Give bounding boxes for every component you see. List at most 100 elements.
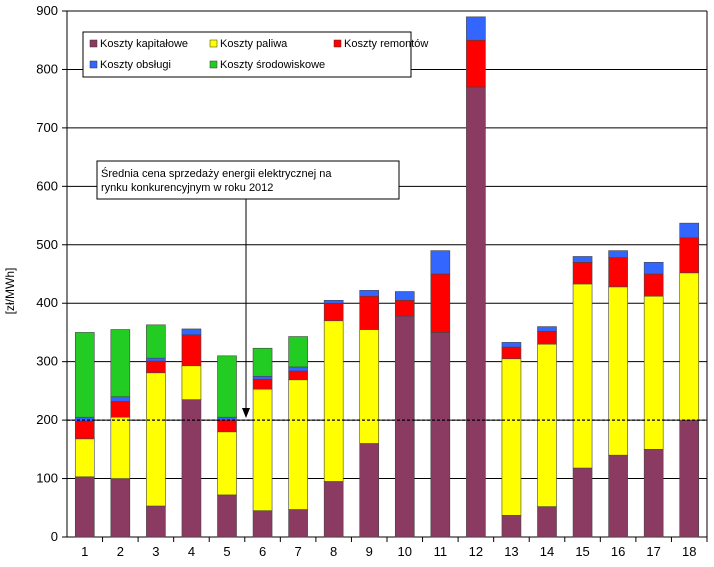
- y-tick-label: 600: [36, 178, 58, 193]
- bar-segment: [146, 505, 166, 538]
- x-tick-label: 4: [188, 544, 195, 559]
- bar-segment: [217, 419, 237, 433]
- bar-segment: [110, 401, 131, 418]
- bar-segment: [288, 336, 308, 368]
- bar-segment: [323, 302, 344, 322]
- bar-segment: [537, 343, 557, 507]
- x-tick-label: 8: [330, 544, 337, 559]
- legend-box: [82, 31, 412, 78]
- x-tick-label: 16: [611, 544, 625, 559]
- legend-swatch: [89, 39, 98, 48]
- bar-segment: [501, 346, 522, 360]
- y-tick-label: 700: [36, 120, 58, 135]
- y-tick-label: 0: [51, 529, 58, 544]
- y-tick-label: 100: [36, 471, 58, 486]
- legend-label: Koszty remontów: [344, 38, 428, 50]
- bar-segment: [252, 378, 273, 390]
- bar-segment: [466, 39, 486, 88]
- x-tick-label: 12: [469, 544, 483, 559]
- bar-segment: [288, 370, 308, 381]
- x-tick-label: 10: [398, 544, 412, 559]
- bar-segment: [430, 250, 451, 275]
- bar-segment: [608, 257, 628, 288]
- bar-segment: [608, 250, 628, 258]
- bar-segment: [288, 366, 308, 372]
- bar-segment: [572, 283, 593, 469]
- bar-segment: [323, 481, 344, 538]
- bar-segment: [217, 431, 237, 496]
- bar-segment: [359, 295, 380, 330]
- bar-segment: [430, 332, 451, 538]
- bar-segment: [643, 273, 664, 297]
- bar-segment: [572, 256, 593, 263]
- annotation-text: Średnia cena sprzedaży energii elektrycz…: [101, 167, 332, 180]
- bar-segment: [110, 416, 131, 479]
- bar-segment: [146, 357, 166, 362]
- bar-segment: [572, 467, 593, 538]
- bar-segment: [608, 286, 628, 456]
- legend-label: Koszty paliwa: [220, 38, 288, 50]
- annotation-box: [96, 160, 400, 200]
- bar-segment: [394, 315, 415, 538]
- y-axis-label: [zł/MWh]: [3, 268, 17, 315]
- bar-segment: [643, 449, 664, 538]
- x-tick-label: 14: [540, 544, 554, 559]
- bar-segment: [217, 494, 237, 538]
- bar-segment: [217, 355, 237, 418]
- bar-segment: [74, 420, 95, 440]
- y-tick-label: 300: [36, 354, 58, 369]
- x-tick-label: 1: [81, 544, 88, 559]
- x-tick-label: 3: [152, 544, 159, 559]
- bar-segment: [466, 16, 486, 41]
- bar-segment: [252, 388, 273, 512]
- y-tick-label: 500: [36, 237, 58, 252]
- bar-segment: [146, 360, 166, 374]
- legend-label: Koszty środowiskowe: [220, 59, 325, 71]
- y-tick-label: 200: [36, 412, 58, 427]
- y-tick-label: 800: [36, 61, 58, 76]
- bar-segment: [679, 222, 700, 239]
- bar-segment: [501, 515, 522, 538]
- legend-swatch: [209, 60, 218, 69]
- x-tick-label: 5: [223, 544, 230, 559]
- annotation-text: rynku konkurencyjnym w roku 2012: [101, 182, 273, 194]
- bar-segment: [252, 375, 273, 380]
- bar-segment: [110, 478, 131, 538]
- bar-segment: [643, 262, 664, 275]
- bar-segment: [74, 438, 95, 478]
- bar-segment: [323, 299, 344, 304]
- bar-segment: [537, 330, 557, 345]
- bar-segment: [181, 365, 202, 400]
- bar-segment: [323, 320, 344, 482]
- bar-segment: [679, 237, 700, 274]
- bar-segment: [110, 396, 131, 402]
- bar-segment: [466, 86, 486, 538]
- bar-segment: [146, 324, 166, 359]
- bar-segment: [74, 476, 95, 538]
- x-tick-label: 9: [366, 544, 373, 559]
- y-tick-label: 900: [36, 3, 58, 18]
- bar-segment: [537, 326, 557, 332]
- bar-segment: [679, 272, 700, 421]
- legend-swatch: [209, 39, 218, 48]
- x-tick-label: 15: [575, 544, 589, 559]
- bar-segment: [252, 510, 273, 538]
- bar-segment: [288, 509, 308, 538]
- bar-segment: [643, 295, 664, 450]
- annotation-arrow-head: [242, 408, 250, 418]
- bar-segment: [181, 334, 202, 367]
- bar-segment: [110, 329, 131, 398]
- y-tick-label: 400: [36, 295, 58, 310]
- bar-segment: [359, 329, 380, 444]
- x-tick-label: 18: [682, 544, 696, 559]
- bar-segment: [359, 443, 380, 538]
- x-tick-label: 7: [294, 544, 301, 559]
- bar-segment: [252, 347, 273, 377]
- legend-swatch: [333, 39, 342, 48]
- legend-swatch: [89, 60, 98, 69]
- annotation: Średnia cena sprzedaży energii elektrycz…: [96, 160, 400, 418]
- bar-segment: [394, 291, 415, 301]
